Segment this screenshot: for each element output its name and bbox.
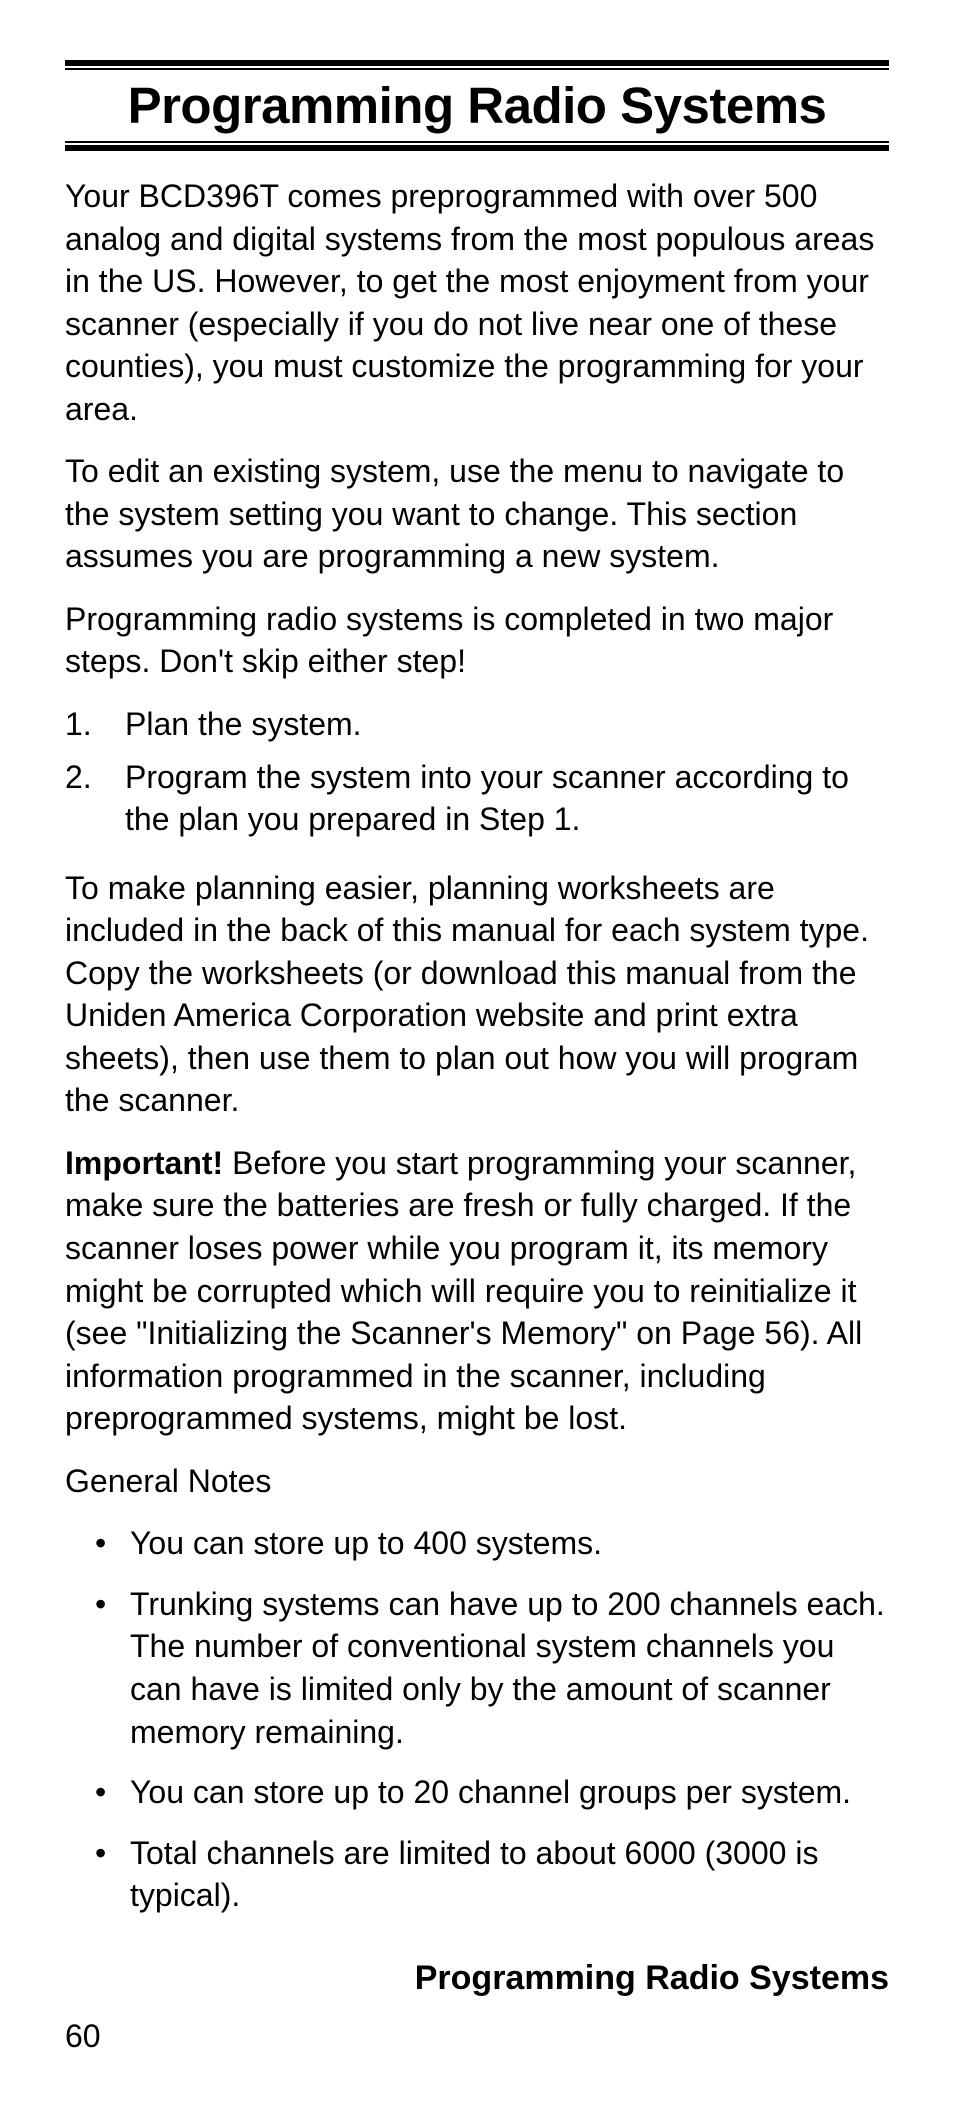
page-title: Programming Radio Systems	[65, 76, 889, 135]
step-text: Program the system into your scanner acc…	[125, 756, 889, 841]
bullet-icon: •	[95, 1583, 130, 1753]
title-inner-rule: Programming Radio Systems	[65, 68, 889, 143]
planning-paragraph: To make planning easier, planning worksh…	[65, 867, 889, 1122]
list-item: 2. Program the system into your scanner …	[65, 756, 889, 841]
intro-paragraph-2: To edit an existing system, use the menu…	[65, 450, 889, 578]
general-notes-heading: General Notes	[65, 1460, 889, 1503]
steps-list: 1. Plan the system. 2. Program the syste…	[65, 703, 889, 841]
intro-paragraph-1: Your BCD396T comes preprogrammed with ov…	[65, 175, 889, 430]
bullet-icon: •	[95, 1771, 130, 1814]
page-number: 60	[65, 2018, 889, 2055]
list-item: 1. Plan the system.	[65, 703, 889, 746]
general-notes-list: • You can store up to 400 systems. • Tru…	[65, 1522, 889, 1916]
bullet-icon: •	[95, 1832, 130, 1917]
bullet-icon: •	[95, 1522, 130, 1565]
list-item: • You can store up to 20 channel groups …	[65, 1771, 889, 1814]
bullet-text: Trunking systems can have up to 200 chan…	[130, 1583, 889, 1753]
important-label: Important!	[65, 1145, 223, 1181]
important-text: Before you start programming your scanne…	[65, 1145, 862, 1436]
intro-paragraph-3: Programming radio systems is completed i…	[65, 598, 889, 683]
bullet-text: Total channels are limited to about 6000…	[130, 1832, 889, 1917]
bullet-text: You can store up to 20 channel groups pe…	[130, 1771, 851, 1814]
title-rule-block: Programming Radio Systems	[65, 60, 889, 151]
list-item: • You can store up to 400 systems.	[65, 1522, 889, 1565]
section-footer: Programming Radio Systems	[65, 1959, 889, 1998]
step-text: Plan the system.	[125, 703, 362, 746]
list-item: • Trunking systems can have up to 200 ch…	[65, 1583, 889, 1753]
step-number: 1.	[65, 703, 125, 746]
step-number: 2.	[65, 756, 125, 841]
important-paragraph: Important! Before you start programming …	[65, 1142, 889, 1440]
bullet-text: You can store up to 400 systems.	[130, 1522, 602, 1565]
list-item: • Total channels are limited to about 60…	[65, 1832, 889, 1917]
